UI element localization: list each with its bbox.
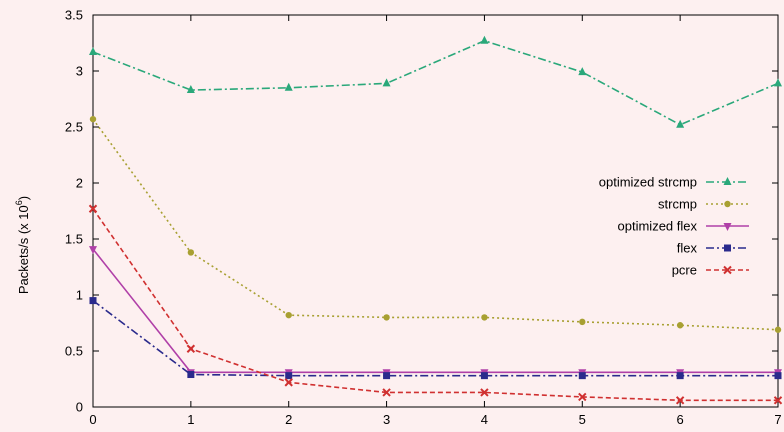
data-point-flex — [774, 372, 782, 380]
data-point-strcmp — [187, 249, 195, 256]
legend-marker — [723, 223, 732, 231]
data-point-flex — [285, 372, 293, 380]
legend-item-optimized-strcmp: optimized strcmp — [599, 175, 749, 190]
y-tick-label: 1 — [76, 288, 83, 303]
series-line-optimized-strcmp — [92, 39, 779, 126]
data-point-flex — [89, 297, 97, 305]
legend-label: pcre — [672, 263, 697, 278]
data-point-flex — [578, 372, 586, 380]
data-point-optimized-strcmp — [284, 82, 293, 91]
data-point-optimized-strcmp — [480, 35, 489, 44]
data-point-strcmp — [89, 115, 97, 123]
y-tick-label: 2.5 — [65, 120, 83, 135]
legend-marker — [724, 244, 731, 252]
series-optimized-strcmp — [89, 35, 782, 128]
y-tick-label: 3.5 — [65, 8, 83, 23]
y-tick-label: 0 — [76, 400, 83, 415]
data-point-optimized-strcmp — [676, 119, 685, 128]
data-point-pcre — [284, 378, 293, 387]
data-point-pcre — [480, 388, 489, 397]
series-line-flex — [92, 299, 778, 377]
y-tick-label: 0.5 — [65, 344, 83, 359]
series-line-optimized-flex — [92, 248, 778, 374]
legend-marker — [723, 177, 732, 185]
x-tick-label: 4 — [481, 412, 488, 427]
data-point-optimized-strcmp — [382, 78, 391, 87]
legend-item-pcre: pcre — [672, 263, 749, 278]
data-point-optimized-strcmp — [89, 46, 97, 55]
x-tick-label: 3 — [383, 412, 390, 427]
data-point-strcmp — [383, 314, 390, 321]
legend-label: optimized strcmp — [599, 175, 697, 190]
data-point-pcre — [675, 396, 685, 405]
data-point-flex — [187, 371, 195, 379]
legend-item-flex: flex — [677, 241, 749, 256]
data-point-pcre — [186, 344, 196, 353]
legend-marker — [723, 265, 732, 275]
series-line-strcmp — [92, 118, 779, 331]
data-point-pcre — [88, 204, 98, 213]
x-tick-label: 6 — [677, 412, 684, 427]
y-axis-title: Packets/s (x 106) — [14, 196, 31, 294]
data-point-pcre — [773, 396, 783, 405]
series-pcre — [88, 204, 783, 405]
plot-frame — [92, 14, 779, 408]
data-point-pcre — [382, 388, 391, 397]
x-tick-label: 1 — [187, 412, 194, 427]
data-point-strcmp — [579, 318, 586, 326]
data-point-strcmp — [285, 311, 292, 319]
x-tick-label: 2 — [285, 412, 292, 427]
data-point-flex — [676, 372, 684, 380]
y-tick-label: 2 — [76, 176, 83, 191]
data-point-strcmp — [481, 314, 488, 321]
data-point-optimized-flex — [89, 246, 97, 255]
data-point-strcmp — [676, 322, 684, 329]
x-tick-label: 5 — [579, 412, 586, 427]
data-point-strcmp — [774, 326, 782, 333]
legend-label: optimized flex — [618, 219, 698, 234]
data-point-optimized-strcmp — [774, 78, 782, 87]
legend-label: flex — [677, 241, 698, 256]
series-line-pcre — [92, 208, 778, 402]
series-flex — [89, 297, 782, 380]
legend-label: strcmp — [658, 197, 697, 212]
legend-item-strcmp: strcmp — [658, 197, 749, 212]
data-point-flex — [480, 372, 488, 380]
legend-marker — [724, 200, 731, 208]
y-tick-label: 1.5 — [65, 232, 83, 247]
data-point-optimized-strcmp — [578, 67, 587, 76]
series-strcmp — [89, 115, 782, 333]
legend-item-optimized-flex: optimized flex — [618, 219, 749, 234]
y-tick-label: 3 — [76, 64, 83, 79]
x-tick-label: 0 — [89, 412, 96, 427]
x-tick-label: 7 — [774, 412, 781, 427]
data-point-optimized-strcmp — [186, 85, 195, 94]
data-point-flex — [383, 372, 391, 380]
data-point-pcre — [578, 392, 587, 402]
